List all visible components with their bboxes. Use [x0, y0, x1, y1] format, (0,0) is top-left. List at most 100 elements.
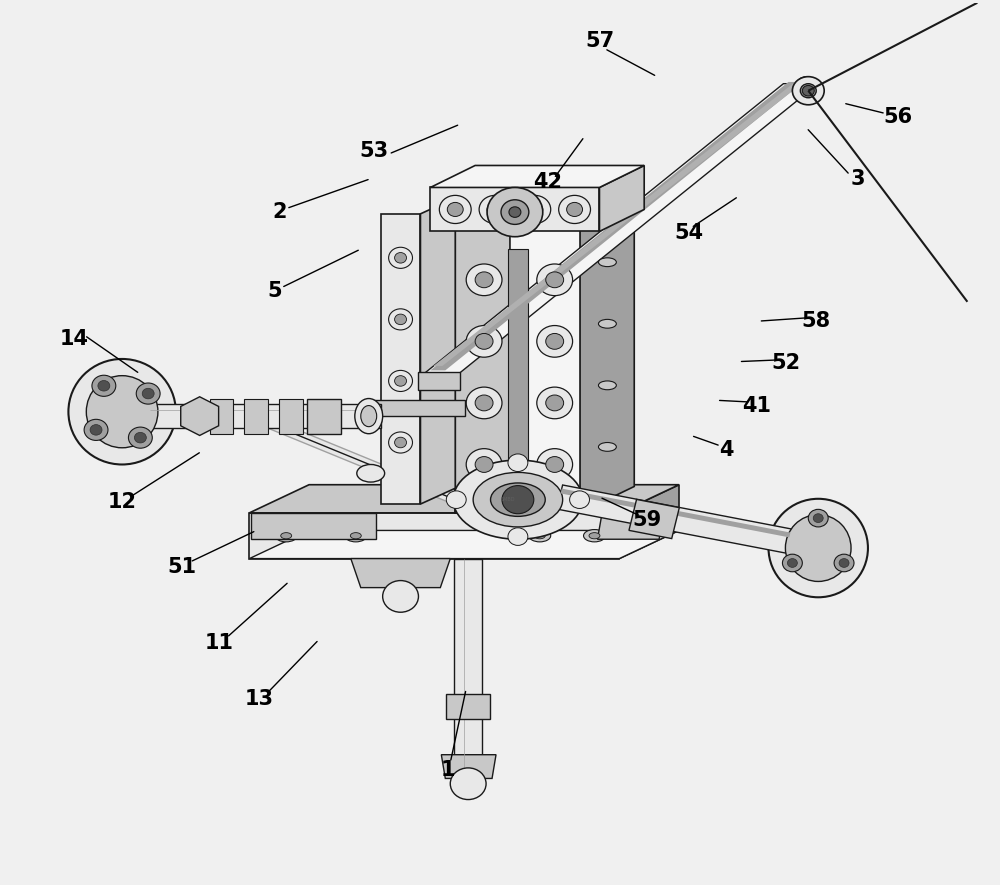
Ellipse shape: [598, 442, 616, 451]
Ellipse shape: [361, 405, 377, 427]
Ellipse shape: [345, 529, 367, 542]
Ellipse shape: [768, 499, 868, 597]
Circle shape: [395, 375, 407, 386]
Circle shape: [801, 81, 811, 90]
Polygon shape: [508, 249, 528, 496]
Circle shape: [389, 247, 412, 268]
Text: 14: 14: [60, 328, 89, 349]
Polygon shape: [455, 188, 510, 512]
Polygon shape: [599, 165, 644, 232]
Text: 3: 3: [851, 169, 865, 189]
Circle shape: [475, 457, 493, 473]
Polygon shape: [279, 398, 303, 434]
Text: 53: 53: [359, 141, 388, 160]
Polygon shape: [430, 165, 644, 188]
Circle shape: [475, 395, 493, 411]
Circle shape: [537, 387, 573, 419]
Text: 1: 1: [441, 759, 456, 780]
Polygon shape: [418, 373, 460, 389]
Ellipse shape: [800, 84, 816, 97]
Circle shape: [466, 264, 502, 296]
Text: 54: 54: [674, 223, 704, 243]
Circle shape: [796, 77, 816, 94]
Polygon shape: [210, 398, 233, 434]
Circle shape: [389, 309, 412, 330]
Polygon shape: [420, 84, 818, 376]
Circle shape: [546, 334, 564, 350]
Circle shape: [487, 188, 543, 236]
Ellipse shape: [500, 219, 530, 235]
Ellipse shape: [589, 533, 600, 539]
Ellipse shape: [355, 398, 383, 434]
Circle shape: [782, 554, 802, 572]
Polygon shape: [455, 214, 580, 512]
Polygon shape: [371, 400, 465, 416]
Text: 56: 56: [883, 107, 912, 127]
Circle shape: [808, 510, 828, 527]
Polygon shape: [251, 512, 376, 539]
Circle shape: [90, 425, 102, 435]
Text: 12: 12: [108, 492, 137, 512]
Circle shape: [447, 203, 463, 217]
Polygon shape: [561, 489, 790, 537]
Ellipse shape: [785, 514, 851, 581]
Text: 52: 52: [772, 353, 801, 373]
Circle shape: [508, 454, 528, 472]
Polygon shape: [420, 198, 455, 504]
Polygon shape: [249, 530, 679, 558]
Ellipse shape: [275, 529, 297, 542]
Polygon shape: [381, 214, 420, 504]
Circle shape: [475, 272, 493, 288]
Circle shape: [128, 427, 152, 448]
Polygon shape: [629, 499, 679, 539]
Polygon shape: [580, 188, 634, 512]
Circle shape: [134, 433, 146, 442]
Circle shape: [802, 86, 814, 96]
Circle shape: [787, 558, 797, 567]
Polygon shape: [433, 81, 806, 366]
Ellipse shape: [598, 258, 616, 266]
Polygon shape: [441, 755, 496, 779]
Circle shape: [487, 203, 503, 217]
Polygon shape: [446, 694, 490, 719]
Polygon shape: [430, 82, 803, 371]
Circle shape: [537, 264, 573, 296]
Ellipse shape: [86, 375, 158, 448]
Circle shape: [389, 432, 412, 453]
Polygon shape: [249, 512, 619, 558]
Circle shape: [537, 326, 573, 358]
Ellipse shape: [281, 533, 292, 539]
Circle shape: [501, 200, 529, 225]
Ellipse shape: [350, 533, 361, 539]
Circle shape: [559, 196, 590, 224]
Ellipse shape: [792, 77, 824, 104]
Polygon shape: [150, 404, 381, 428]
Polygon shape: [351, 558, 450, 588]
Polygon shape: [557, 485, 791, 553]
Polygon shape: [430, 188, 599, 232]
Polygon shape: [420, 376, 455, 382]
Text: SMBD: SMBD: [501, 497, 515, 502]
Circle shape: [92, 375, 116, 396]
Circle shape: [839, 558, 849, 567]
Text: 4: 4: [719, 440, 734, 459]
Ellipse shape: [357, 465, 385, 482]
Circle shape: [537, 449, 573, 481]
Circle shape: [834, 554, 854, 572]
Text: 42: 42: [533, 173, 562, 192]
Text: 58: 58: [802, 312, 831, 331]
Text: 13: 13: [245, 689, 274, 709]
Circle shape: [527, 203, 543, 217]
Ellipse shape: [453, 460, 583, 539]
Circle shape: [546, 457, 564, 473]
Ellipse shape: [68, 359, 176, 465]
Circle shape: [502, 486, 534, 513]
Circle shape: [519, 196, 551, 224]
Circle shape: [570, 491, 590, 509]
Circle shape: [389, 371, 412, 391]
Polygon shape: [181, 396, 219, 435]
Circle shape: [395, 314, 407, 325]
Circle shape: [98, 381, 110, 391]
Polygon shape: [619, 485, 679, 558]
Ellipse shape: [473, 473, 563, 527]
